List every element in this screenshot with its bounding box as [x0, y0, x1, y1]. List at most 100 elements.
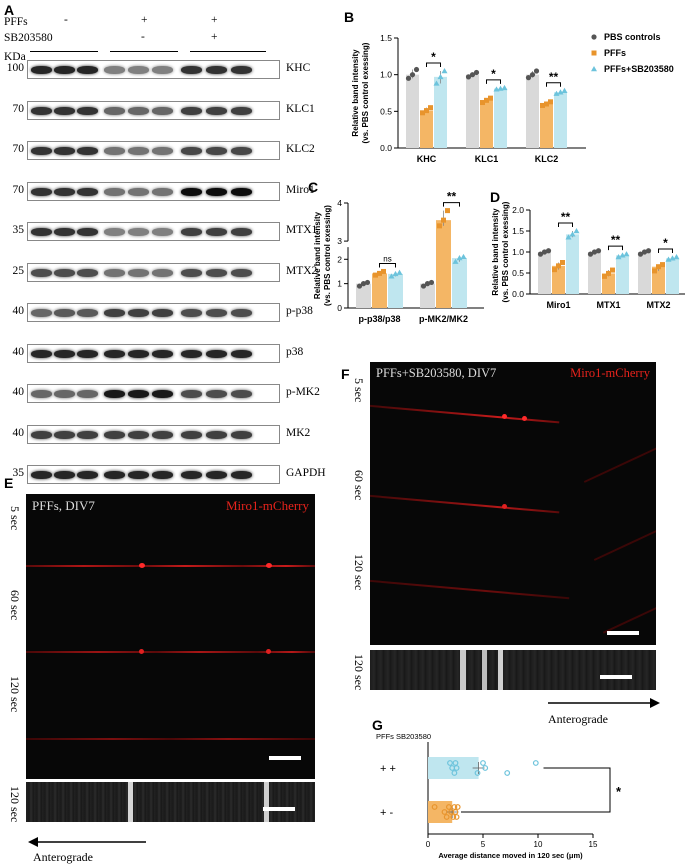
y-tick-label: 0.5: [512, 268, 524, 278]
data-point: [645, 248, 652, 254]
data-point: [557, 89, 564, 95]
y-axis-title-line: (vs. PBS control exessing): [361, 42, 370, 143]
axon-line-branch: [602, 602, 656, 634]
y-axis-title-line: (vs. PBS control exessing): [323, 205, 332, 306]
blot-mw-marker: 35: [12, 467, 25, 479]
significance-bracket: [426, 62, 441, 67]
blot-mw-marker: 40: [12, 345, 25, 358]
x-tick-label: 15: [589, 840, 598, 849]
kymo-stationary-track: [482, 650, 487, 690]
y-tick-label: 1.5: [512, 226, 524, 236]
blot-band: [206, 390, 227, 398]
data-point: [469, 72, 476, 78]
data-point: [532, 760, 539, 766]
blot-band: [31, 106, 52, 115]
data-point: [480, 100, 485, 106]
x-tick-label: p-p38/p38: [358, 314, 400, 324]
bar: [638, 252, 651, 294]
data-point: [660, 262, 665, 268]
blot-band: [54, 309, 75, 317]
blot-band: [31, 268, 52, 277]
blot-band: [231, 228, 252, 236]
axon-line-5sec: [370, 404, 560, 424]
blot-band: [104, 187, 125, 196]
blot-band: [206, 309, 227, 317]
significance-label: ns: [383, 254, 391, 263]
blot-band: [181, 309, 202, 317]
panel-f-marker: Miro1-mCherry: [570, 366, 650, 380]
blot-band: [152, 66, 173, 74]
panel-d-letter: D: [490, 189, 501, 205]
panel-e-title: PFFs, DIV7: [32, 498, 95, 513]
blot-band: [152, 228, 173, 236]
blot-strip-p-mk2: [27, 384, 280, 403]
blot-protein-label: MK2: [286, 426, 311, 439]
data-point: [377, 270, 382, 276]
blot-mw-marker: 70: [12, 183, 25, 196]
blot-band: [128, 106, 149, 115]
group-bar-3: [190, 51, 266, 52]
blot-strip-klc2: [27, 141, 280, 160]
blot-band: [77, 471, 98, 479]
blot-band: [206, 430, 227, 439]
data-point: [437, 73, 444, 80]
blot-band: [128, 349, 149, 358]
mito-puncta: [522, 416, 527, 421]
chart-c: 0 1 2 3 4 Relative band intensity(vs. PBS con…: [313, 190, 484, 324]
blot-band: [31, 228, 52, 236]
blot-band: [54, 430, 75, 439]
panel-e-letter: E: [4, 475, 14, 491]
significance-label: **: [447, 190, 457, 204]
panel-c-letter: C: [308, 179, 319, 195]
data-point: [447, 760, 453, 766]
y-tick-label: + +: [380, 763, 396, 775]
axon-line-60sec: [26, 651, 315, 653]
bar: [538, 252, 551, 294]
blot-band: [31, 471, 52, 479]
bar: [540, 104, 553, 148]
data-point: [540, 102, 545, 108]
blot-band: [128, 147, 149, 155]
bar: [480, 100, 493, 148]
blot-band: [128, 66, 149, 74]
mito-puncta: [266, 649, 271, 654]
data-point: [615, 254, 622, 260]
y-tick-label: 1.5: [380, 33, 392, 43]
panel-f-title: PFFs+SB203580, DIV7: [376, 366, 497, 380]
panel-e-direction-label: Anterograde: [33, 850, 93, 864]
blot-band: [54, 471, 75, 479]
blot-band: [104, 228, 125, 236]
kymo-stationary-track: [128, 782, 133, 822]
sb-row-label: SB203580: [4, 32, 53, 44]
blot-band: [181, 471, 202, 479]
y-axis-title-line: (vs. PBS control exessing): [501, 201, 510, 302]
legend-item: PBS controls: [604, 32, 661, 42]
blot-band: [77, 66, 98, 74]
data-point: [405, 75, 412, 81]
pffs-sign-1: -: [64, 14, 68, 26]
data-point: [441, 809, 448, 815]
blot-band: [181, 268, 202, 277]
blot-mw-marker: 35: [12, 224, 25, 236]
blot-band: [206, 471, 227, 479]
data-point: [656, 264, 661, 270]
blot-band: [206, 268, 227, 277]
data-point: [364, 279, 371, 286]
blot-band: [31, 147, 52, 155]
blot-protein-label: p-p38: [286, 305, 313, 317]
data-point: [420, 283, 427, 289]
blot-band: [77, 106, 98, 115]
data-point: [460, 253, 467, 260]
significance-bracket: [608, 245, 623, 251]
pffs-row-label: PFFs: [4, 16, 28, 28]
y-tick-label: 2.0: [512, 205, 524, 215]
significance-label: **: [611, 233, 621, 247]
data-point: [541, 249, 548, 255]
data-point: [424, 108, 429, 114]
blot-band: [206, 106, 227, 115]
x-tick-label: 5: [481, 840, 486, 849]
data-point: [445, 208, 450, 214]
blot-band: [77, 187, 98, 196]
y-tick-label: 0.0: [380, 143, 392, 153]
